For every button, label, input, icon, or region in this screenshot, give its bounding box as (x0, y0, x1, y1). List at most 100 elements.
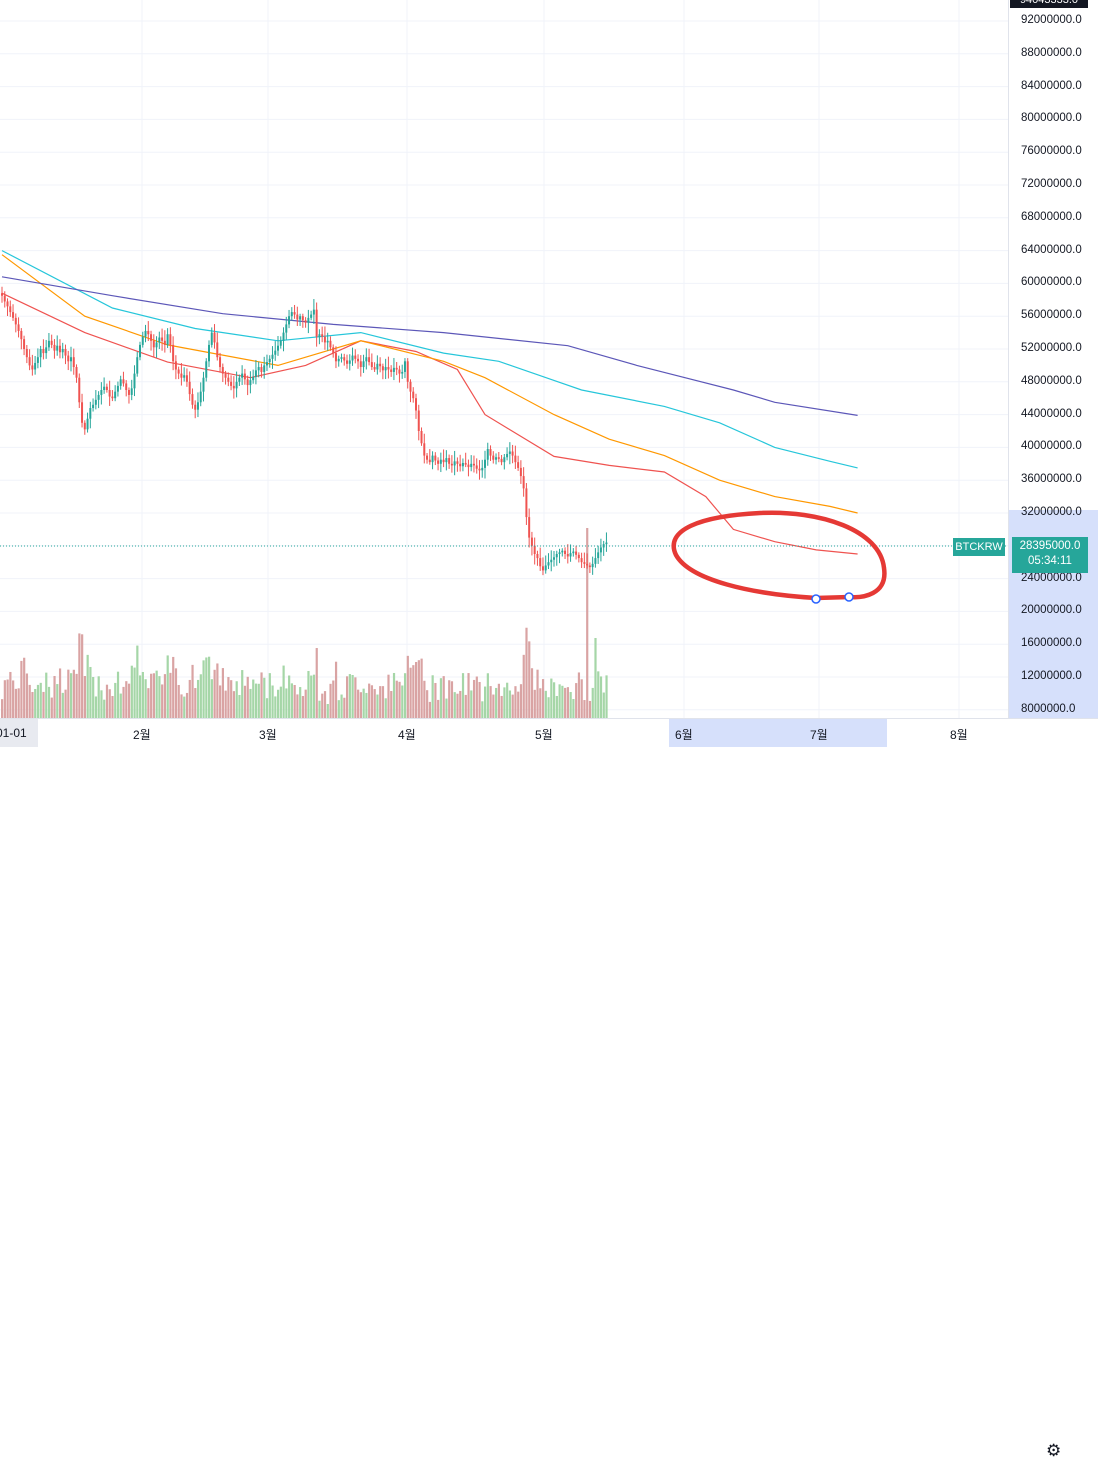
volume-bar (368, 683, 371, 718)
candle-body (47, 340, 50, 348)
volume-bar (260, 672, 263, 718)
candle-body (417, 410, 420, 431)
candle-body (174, 361, 177, 370)
candle-body (508, 451, 511, 454)
volume-bar (354, 677, 357, 718)
volume-bar (602, 692, 605, 718)
candle-body (257, 367, 260, 371)
candle-body (125, 383, 128, 390)
candle-body (522, 476, 525, 489)
gear-icon[interactable]: ⚙ (1046, 1441, 1062, 1460)
y-tick-label: 44000000.0 (1021, 407, 1082, 420)
candle-body (464, 462, 467, 465)
volume-bar (161, 684, 164, 718)
candle-body (337, 358, 340, 362)
volume-bar (67, 669, 70, 718)
volume-bar (472, 679, 476, 718)
candle-body (263, 365, 266, 372)
candle-body (519, 467, 522, 477)
candle-body (127, 390, 130, 395)
drawing-ellipse[interactable] (671, 510, 887, 604)
candle-body (586, 563, 589, 566)
ellipse-handle[interactable] (811, 594, 821, 604)
candle-body (467, 464, 470, 468)
volume-bar (525, 627, 528, 718)
volume-bar (539, 688, 542, 718)
candle-body (185, 375, 188, 382)
volume-bar (503, 687, 506, 718)
volume-bar (97, 676, 100, 718)
candle-body (409, 381, 412, 392)
candle-body (489, 449, 492, 456)
volume-bar (583, 700, 586, 718)
volume-bar (61, 692, 64, 718)
candle-body (332, 347, 335, 354)
volume-bar (208, 656, 211, 718)
volume-bar (152, 673, 155, 718)
volume-bar (279, 686, 282, 718)
volume-bar (9, 671, 12, 718)
volume-bar (395, 680, 398, 718)
candle-body (136, 357, 139, 374)
volume-bar (489, 686, 492, 718)
candle-body (415, 398, 417, 411)
volume-bar (450, 681, 454, 718)
candle-body (252, 376, 255, 381)
candle-body (357, 358, 360, 362)
y-tick-label: 52000000.0 (1021, 342, 1082, 354)
volume-bar (158, 676, 161, 718)
candle-body (14, 317, 17, 325)
candle-body (268, 358, 271, 363)
volume-bar (564, 687, 567, 718)
ellipse-handle[interactable] (844, 592, 854, 602)
volume-bar (547, 697, 550, 718)
candle-body (406, 361, 409, 382)
candle-body (426, 455, 429, 460)
volume-bar (232, 691, 236, 718)
candle-body (376, 363, 379, 370)
volume-bar (188, 679, 191, 718)
volume-bar (271, 685, 274, 718)
candle-body (3, 295, 6, 302)
volume-bar (519, 684, 523, 718)
last-price-tag: 28395000.0 05:34:11 (1012, 537, 1088, 573)
volume-bar (511, 694, 514, 718)
volume-bar (150, 673, 153, 718)
last-price-value: 28395000.0 (1019, 540, 1081, 552)
candle-body (323, 336, 326, 343)
candle-body (34, 362, 37, 370)
candle-body (442, 459, 445, 463)
candle-body (544, 565, 547, 571)
candle-body (150, 334, 153, 341)
candle-body (224, 373, 227, 378)
candle-body (194, 404, 197, 410)
candle-body (461, 462, 464, 467)
price-axis[interactable]: 92000000.0 88000000.0 84000000.0 80000000.0… (1008, 0, 1098, 718)
volume-bar (252, 679, 255, 718)
candle-body (478, 468, 481, 471)
top-price-tag: 94043333.0 (1010, 0, 1088, 8)
candle-body (86, 418, 89, 430)
volume-bar (111, 696, 114, 718)
volume-bar (605, 675, 608, 718)
x-tick-label: 5월 (535, 728, 553, 742)
candle-body (486, 449, 489, 460)
volume-bar (453, 692, 456, 718)
x-tick-label: 6월 (675, 728, 693, 742)
candle-body (141, 336, 144, 345)
volume-bar (42, 691, 45, 718)
candle-body (456, 461, 459, 464)
volume-bar (185, 692, 189, 718)
candle-body (111, 396, 114, 399)
price-chart[interactable] (0, 0, 1008, 718)
ma-mid-line (1, 254, 858, 514)
volume-bar (183, 696, 186, 718)
volume-bars (1, 528, 608, 718)
time-axis[interactable]: 01-01 2월 3월 4월 5월 6월 7월 8월 ⚙ (0, 718, 1098, 1460)
volume-bar (555, 695, 558, 718)
volume-bar (268, 673, 271, 718)
volume-bar (249, 688, 252, 718)
candle-body (6, 301, 9, 307)
candle-body (260, 367, 263, 372)
candle-body (161, 337, 164, 341)
